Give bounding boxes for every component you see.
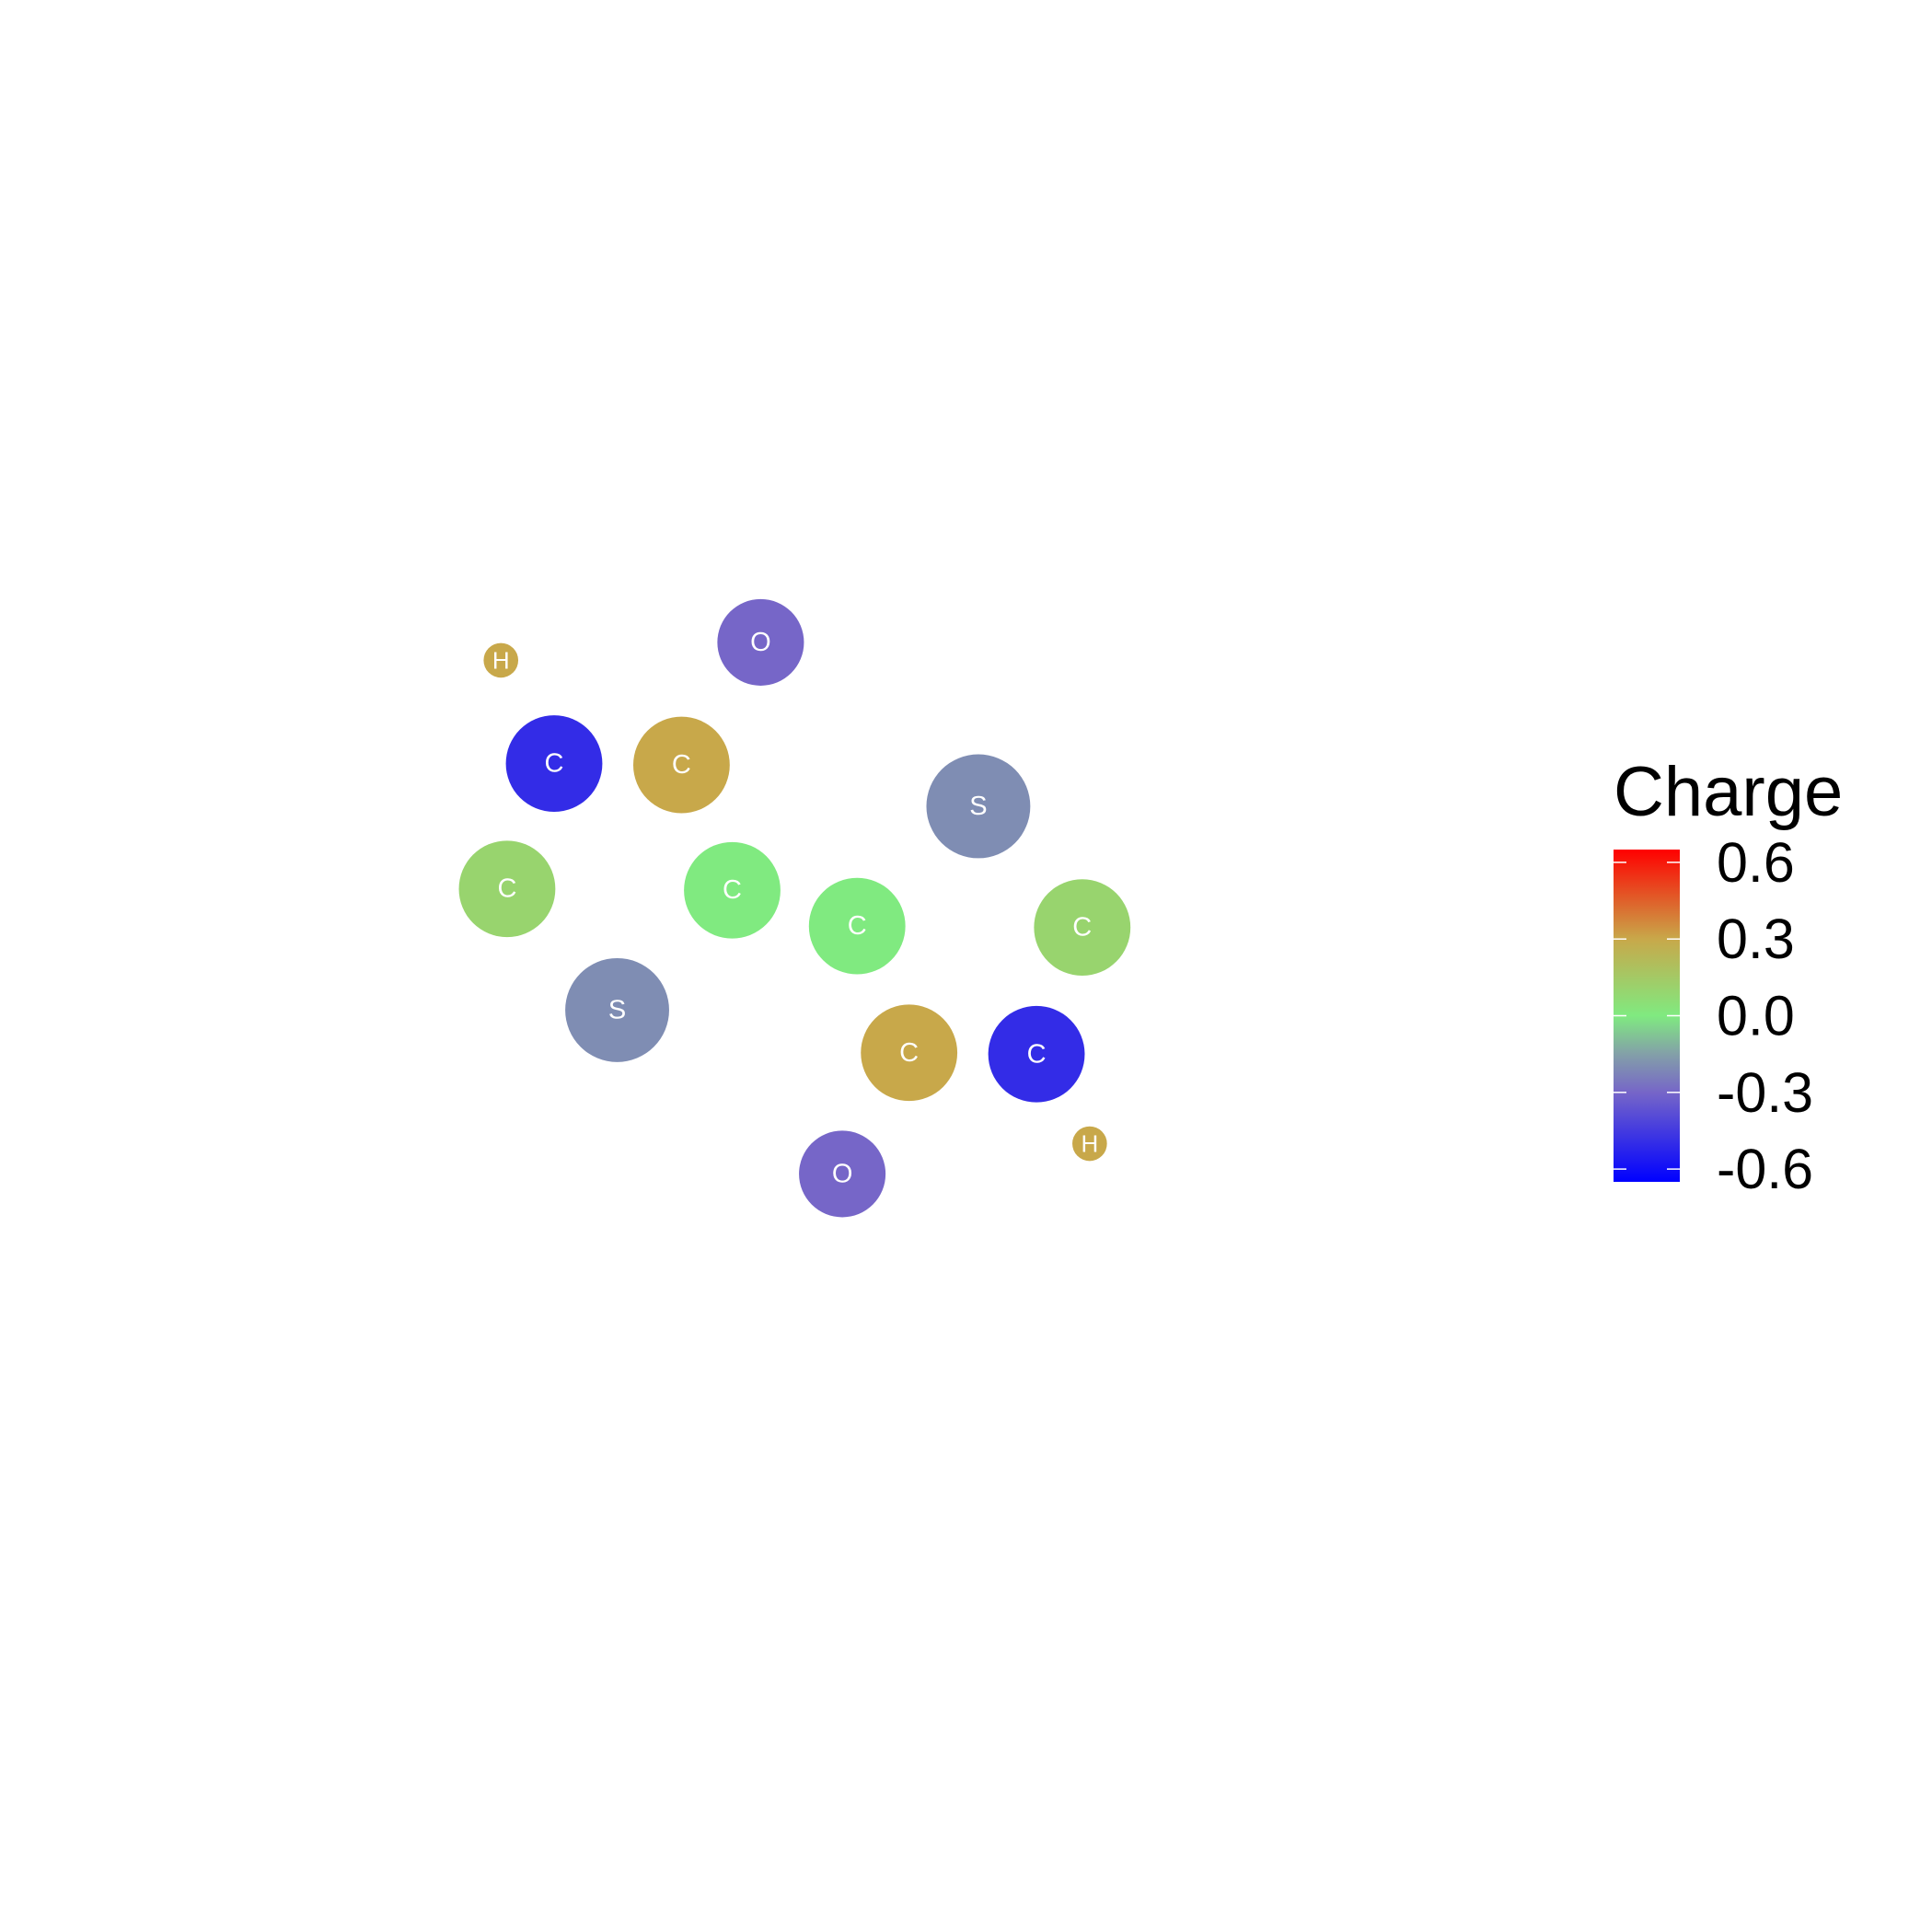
atom-label: C bbox=[899, 1038, 919, 1068]
atom-label: H bbox=[492, 646, 510, 674]
atom-circle bbox=[988, 1005, 1085, 1103]
atom-point: C bbox=[808, 877, 906, 975]
atom-point: H bbox=[483, 642, 519, 678]
atom-point: H bbox=[1072, 1126, 1107, 1162]
atom-label: S bbox=[608, 995, 626, 1024]
atom-circle bbox=[717, 598, 804, 686]
atom-circle bbox=[1034, 879, 1131, 977]
legend-tick-label: 0.3 bbox=[1717, 908, 1795, 970]
atom-point: C bbox=[988, 1005, 1085, 1103]
atom-point: O bbox=[717, 598, 804, 686]
atom-label: O bbox=[750, 628, 771, 657]
legend-tick-label: 0.6 bbox=[1717, 831, 1795, 894]
atom-circle bbox=[505, 715, 603, 812]
atom-circle bbox=[808, 877, 906, 975]
legend-tick-label: 0.0 bbox=[1717, 985, 1795, 1047]
atom-point: C bbox=[861, 1004, 958, 1102]
plot-panel: H O C C S C C C C S C C O H bbox=[458, 598, 1131, 1218]
atom-circle bbox=[684, 841, 781, 939]
atom-label: C bbox=[497, 874, 516, 904]
legend-tick-label: -0.3 bbox=[1717, 1061, 1813, 1124]
atom-label: S bbox=[969, 792, 987, 821]
atom-label: O bbox=[832, 1159, 853, 1188]
atom-point: S bbox=[926, 754, 1031, 859]
legend-title: Charge bbox=[1614, 753, 1843, 831]
atom-point: C bbox=[458, 840, 556, 938]
atom-point: C bbox=[633, 716, 730, 814]
atom-label: C bbox=[723, 875, 742, 905]
atom-label: C bbox=[1027, 1039, 1047, 1069]
atom-circle bbox=[799, 1130, 886, 1218]
legend-tick-label: -0.6 bbox=[1717, 1138, 1813, 1200]
atom-circle bbox=[861, 1004, 958, 1102]
atom-circle bbox=[633, 716, 730, 814]
atom-point: C bbox=[684, 841, 781, 939]
atom-label: C bbox=[848, 911, 867, 941]
legend-ticks: 0.6 0.3 0.0 -0.3 -0.6 bbox=[1614, 831, 1813, 1200]
atom-label: C bbox=[545, 749, 564, 779]
charge-legend: Charge 0.6 0.3 0.0 -0.3 -0.6 bbox=[1614, 753, 1843, 1200]
atom-circle bbox=[565, 957, 669, 1062]
atom-point: O bbox=[799, 1130, 886, 1218]
atom-label: H bbox=[1081, 1130, 1098, 1158]
atom-label: C bbox=[672, 750, 691, 780]
atom-circle bbox=[1072, 1126, 1107, 1162]
atom-circle bbox=[458, 840, 556, 938]
atom-label: C bbox=[1072, 913, 1092, 943]
atom-circle bbox=[926, 754, 1031, 859]
atom-circle bbox=[483, 642, 519, 678]
atom-point: C bbox=[1034, 879, 1131, 977]
atom-point: S bbox=[565, 957, 669, 1062]
atom-point: C bbox=[505, 715, 603, 812]
